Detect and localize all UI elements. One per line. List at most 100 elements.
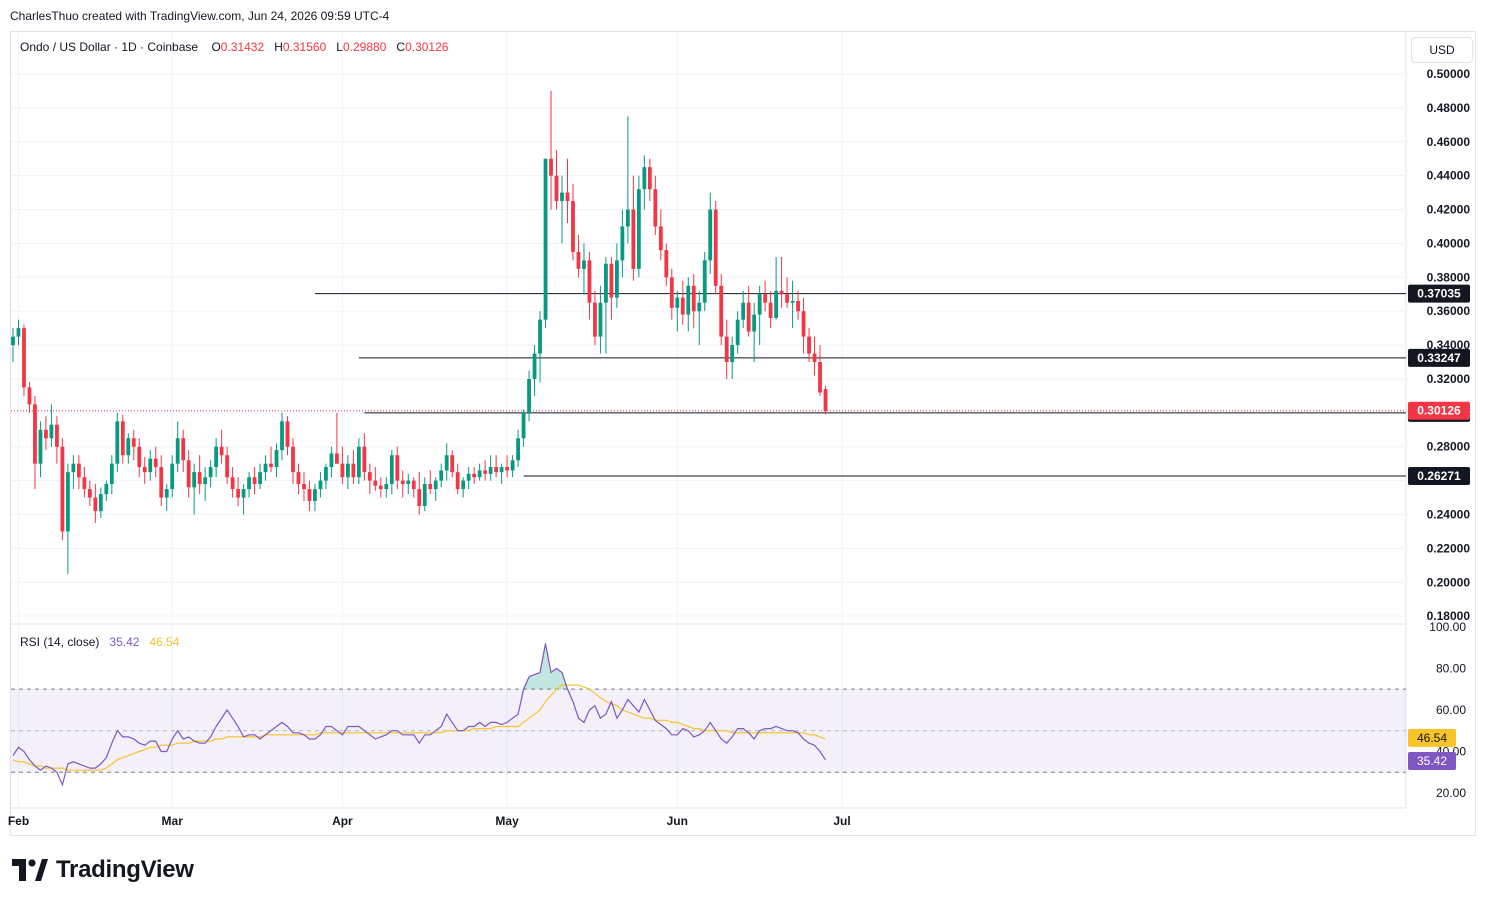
price-tick-label: 0.28000: [1427, 440, 1471, 454]
candle-body: [647, 167, 652, 190]
candle-body: [44, 429, 48, 439]
close-value: 0.30126: [405, 40, 449, 54]
time-tick-label: Mar: [162, 814, 184, 828]
candle-body: [82, 477, 87, 490]
candle-body: [38, 429, 43, 464]
level-badge: [1408, 467, 1470, 486]
price-tick-label: 0.20000: [1427, 575, 1471, 589]
candle-body: [230, 477, 235, 490]
candle-body: [664, 250, 669, 278]
level-badge-label: 0.26271: [1417, 469, 1461, 483]
candle-body: [274, 450, 279, 468]
price-tick-label: 0.42000: [1427, 203, 1471, 217]
low-label: L: [336, 40, 343, 54]
high-label: H: [274, 40, 283, 54]
candle-body: [746, 302, 751, 332]
candle-body: [730, 345, 735, 363]
candle-body: [691, 285, 696, 312]
level-badge-label: 0.33247: [1417, 351, 1461, 365]
candle-body: [263, 463, 268, 473]
candle-body: [505, 467, 509, 471]
candle-body: [582, 260, 586, 269]
candle-body: [126, 438, 131, 456]
candle-body: [741, 302, 746, 320]
candle-body: [593, 302, 597, 337]
candle-body: [258, 472, 262, 484]
rsi-ma-value: 46.54: [149, 635, 180, 649]
chart-frame: [10, 31, 1476, 836]
candle-body: [543, 158, 548, 320]
candle-body: [329, 453, 334, 468]
candle-body: [538, 319, 542, 354]
candle-body: [472, 473, 477, 478]
candle-body: [318, 480, 323, 490]
candle-body: [560, 192, 564, 202]
candle-body: [439, 470, 444, 481]
candle-body: [642, 167, 647, 190]
candle-body: [587, 260, 592, 303]
currency-button[interactable]: USD: [1411, 37, 1473, 63]
candle-body: [252, 477, 257, 484]
candle-body: [812, 353, 817, 363]
tradingview-brand[interactable]: TradingView: [12, 856, 194, 884]
price-tick-label: 0.46000: [1427, 135, 1471, 149]
candle-body: [335, 453, 339, 464]
candle-body: [631, 209, 636, 269]
candle-body: [527, 378, 531, 413]
rsi-tick-label: 60.00: [1436, 703, 1466, 717]
candle-body: [313, 489, 317, 501]
axes: 0.50000 0.48000 0.46000 0.44000 0.42000 0.400…: [8, 67, 1470, 828]
candle-body: [164, 489, 169, 498]
candle-body: [571, 201, 575, 252]
price-tick-label: 0.44000: [1427, 169, 1471, 183]
candle-body: [170, 463, 175, 490]
candle-body: [60, 446, 65, 532]
candle-body: [461, 480, 466, 490]
price-tick-label: 0.34000: [1427, 338, 1471, 352]
candle-body: [285, 421, 290, 447]
candle-body: [604, 263, 608, 303]
candle-body: [444, 455, 449, 471]
candle-body: [120, 421, 125, 456]
price-tick-label: 0.36000: [1427, 304, 1471, 318]
candle-body: [532, 353, 537, 379]
open-value: 0.31432: [220, 40, 265, 54]
candle-body: [576, 251, 581, 269]
time-tick-label: Feb: [8, 814, 29, 828]
candle-body: [131, 438, 136, 447]
candle-body: [636, 189, 641, 269]
candle-body: [373, 480, 378, 486]
candle-body: [93, 497, 98, 512]
candle-body: [752, 314, 757, 332]
candle-body: [510, 460, 515, 471]
price-tick-label: 0.22000: [1427, 541, 1471, 555]
candle-body: [516, 438, 520, 461]
candle-body: [340, 463, 345, 478]
candle-body: [324, 467, 328, 481]
chart-credit: CharlesThuo created with TradingView.com…: [10, 9, 390, 23]
candle-body: [192, 472, 197, 488]
candle-body: [785, 294, 789, 303]
candle-body: [450, 455, 455, 473]
candle-body: [494, 467, 499, 473]
rsi-legend: RSI (14, close) 35.42 46.54: [20, 635, 179, 649]
candle-body: [763, 294, 768, 303]
candle-body: [291, 446, 295, 473]
high-value: 0.31560: [282, 40, 327, 54]
price-tick-label: 0.48000: [1427, 101, 1471, 115]
level-badge: [1408, 348, 1470, 367]
candle-body: [466, 473, 471, 481]
candle-body: [389, 455, 394, 484]
candle-body: [400, 480, 405, 484]
candle-body: [488, 467, 493, 474]
candle-body: [779, 290, 784, 295]
candle-body: [483, 470, 488, 474]
candle-body: [620, 226, 625, 261]
candle-body: [790, 301, 795, 303]
candle-body: [153, 458, 158, 468]
candle-body: [345, 463, 350, 478]
candle-body: [823, 389, 828, 412]
candle-body: [49, 424, 54, 439]
candle-body: [615, 260, 619, 298]
